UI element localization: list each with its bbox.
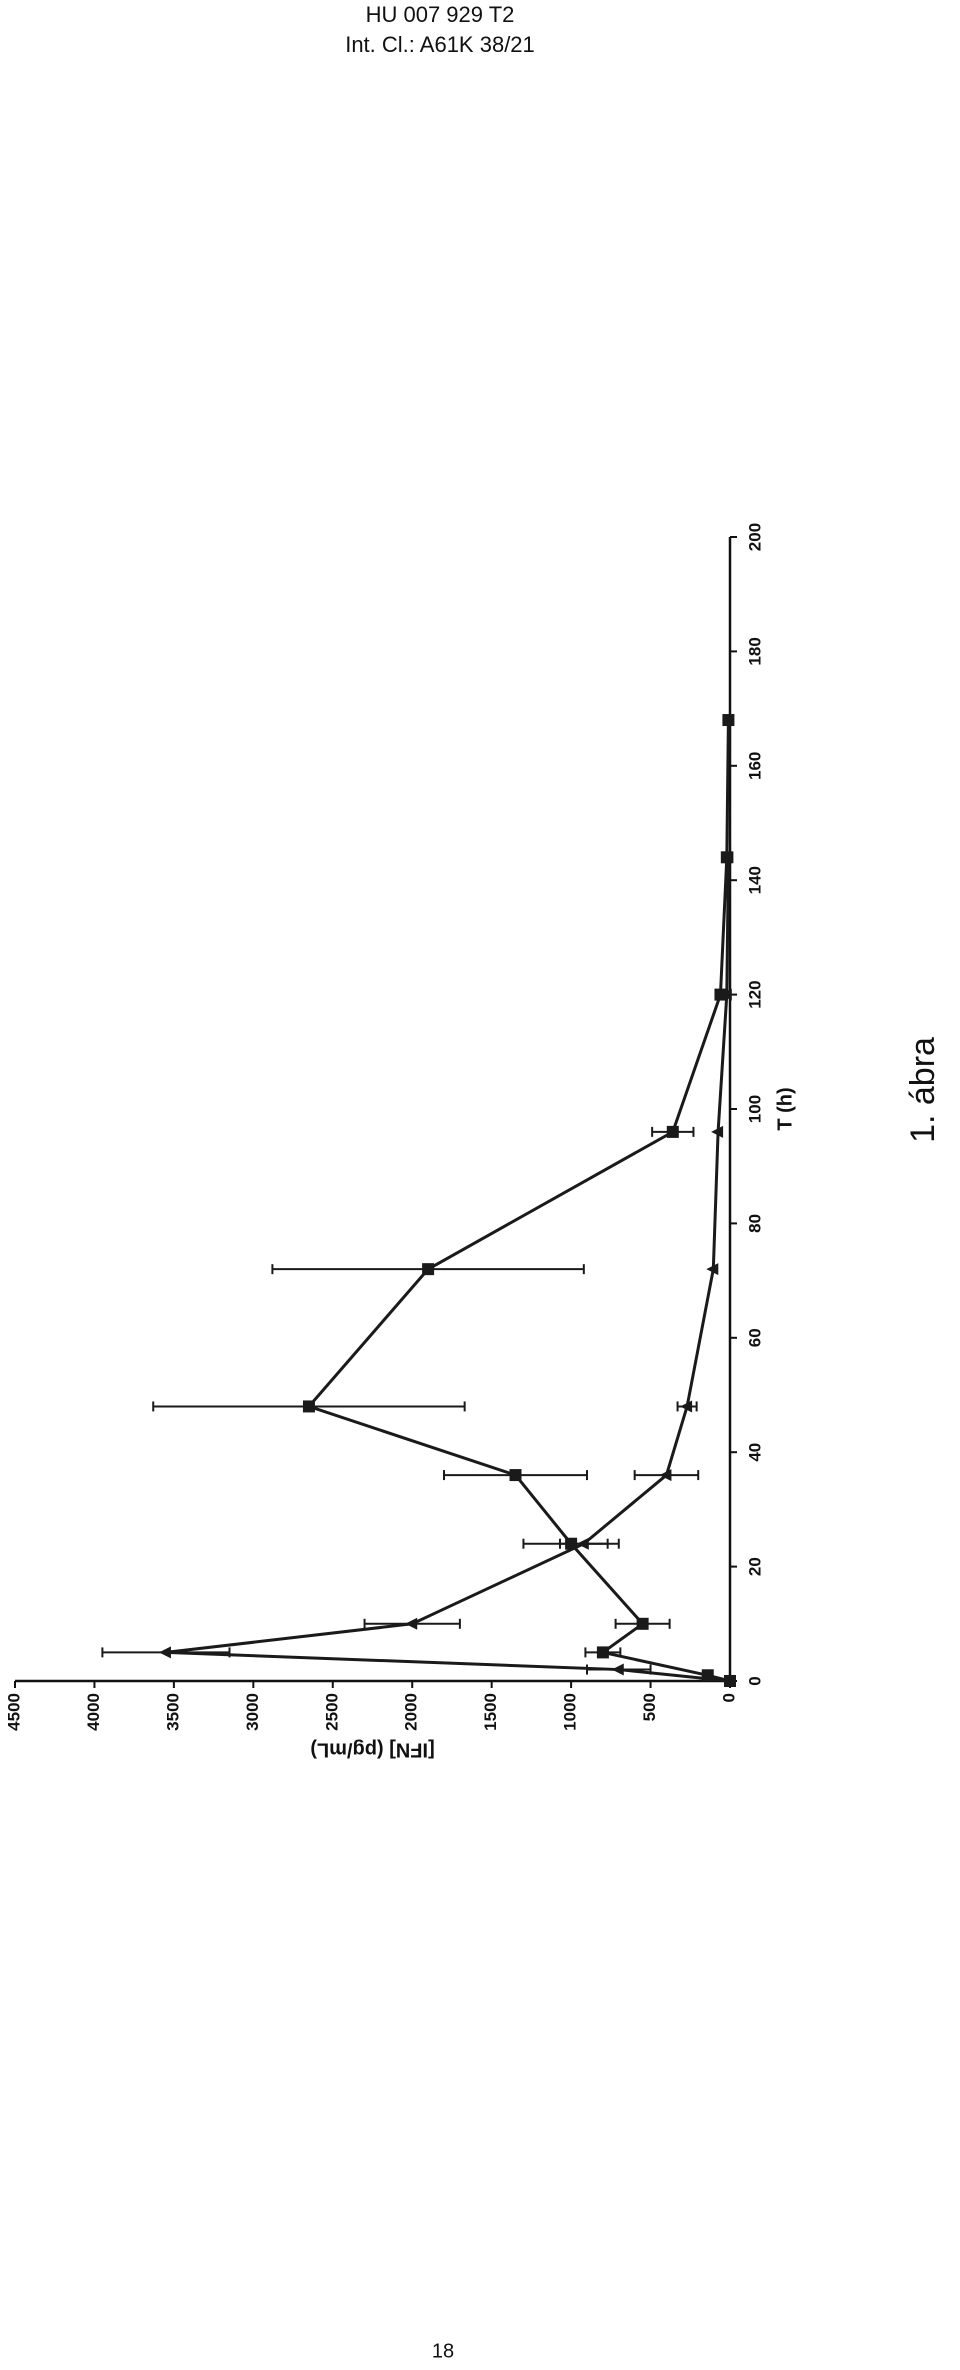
x-tick-label: 80 (745, 1214, 764, 1233)
marker (422, 1263, 435, 1276)
x-tick-label: 160 (745, 752, 764, 780)
x-tick-label: 140 (745, 866, 764, 894)
x-tick-label: 60 (745, 1328, 764, 1347)
marker (158, 1646, 171, 1659)
y-tick-label: 4000 (84, 1693, 103, 1731)
header-line: HU 007 929 T2 (366, 2, 515, 27)
y-tick-label: 2500 (322, 1693, 341, 1731)
series-line (306, 720, 731, 1683)
marker (302, 1400, 315, 1413)
y-tick-label: 500 (640, 1693, 659, 1721)
marker (576, 1537, 589, 1550)
y-tick-label: 1000 (561, 1693, 580, 1731)
y-tick-label: 3000 (243, 1693, 262, 1731)
figure-caption: 1. ábra (904, 1037, 942, 1143)
y-axis-title: [IFN] (pg/mL) (310, 1739, 434, 1761)
y-tick-label: 4500 (4, 1693, 23, 1731)
marker (666, 1125, 679, 1138)
marker (680, 1400, 693, 1413)
x-tick-label: 40 (745, 1443, 764, 1462)
marker (509, 1469, 522, 1482)
marker (405, 1617, 418, 1630)
marker (723, 1675, 735, 1687)
y-tick-label: 1500 (481, 1693, 500, 1731)
marker (636, 1617, 649, 1630)
marker (596, 1646, 609, 1659)
marker (722, 714, 735, 727)
y-tick-label: 0 (719, 1693, 738, 1702)
marker (611, 1663, 624, 1676)
x-tick-label: 20 (745, 1557, 764, 1576)
page-number: 18 (432, 2340, 454, 2362)
x-tick-label: 180 (745, 637, 764, 665)
chart: 0204060801001201401601802000500100015002… (4, 523, 796, 1761)
marker (706, 1263, 719, 1276)
marker (711, 1125, 724, 1138)
x-tick-label: 100 (745, 1095, 764, 1123)
x-tick-label: 200 (745, 523, 764, 551)
marker (721, 851, 734, 864)
header-line: Int. Cl.: A61K 38/21 (345, 32, 535, 57)
y-tick-label: 2000 (402, 1693, 421, 1731)
marker (719, 988, 732, 1001)
marker (659, 1469, 672, 1482)
x-tick-label: 0 (745, 1676, 764, 1685)
x-tick-label: 120 (745, 980, 764, 1008)
y-tick-label: 3500 (163, 1693, 182, 1731)
x-axis-title: T (h) (774, 1087, 796, 1130)
